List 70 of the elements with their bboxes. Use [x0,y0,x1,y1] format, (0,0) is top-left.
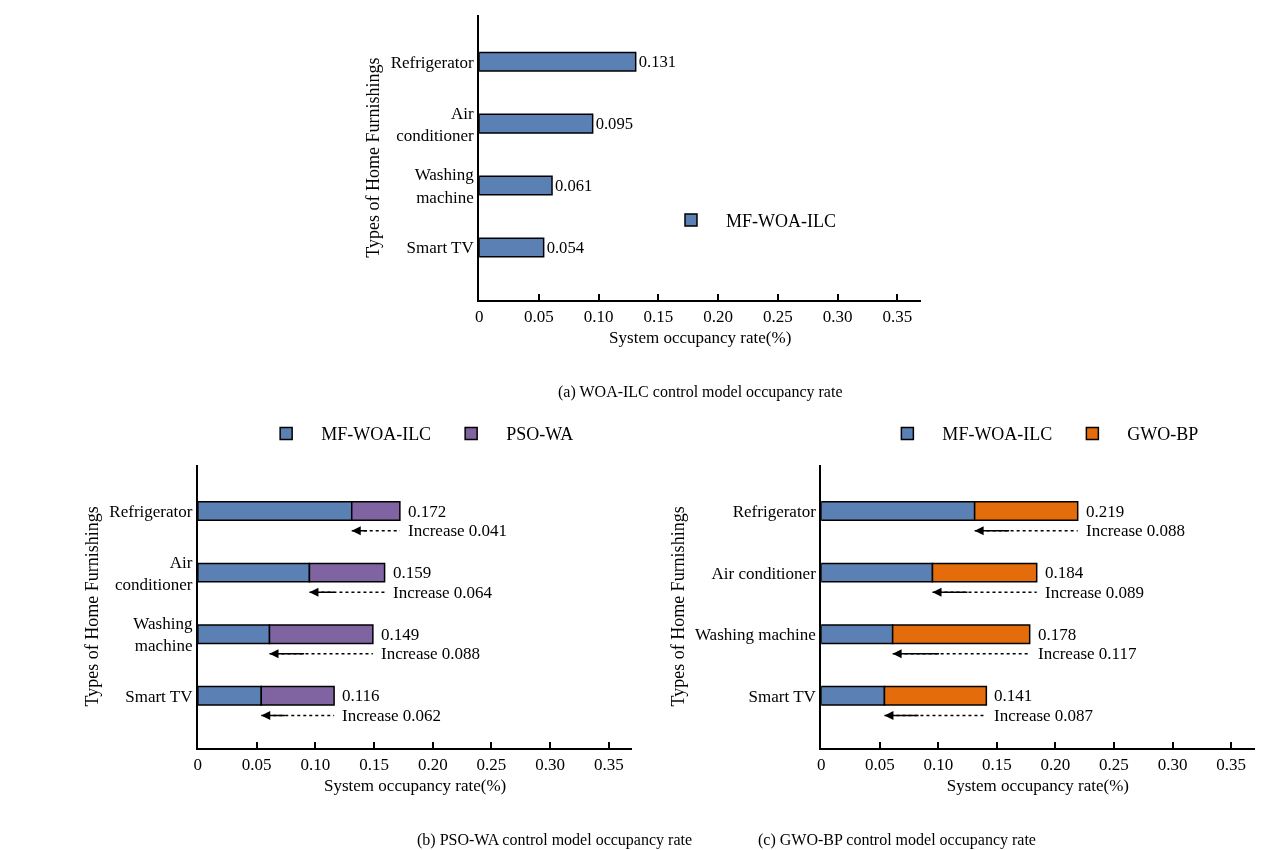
x-tick-label: 0.35 [594,755,624,775]
y-axis-title: Types of Home Furnishings [82,506,103,707]
annotation: Increase 0.117 [1038,644,1137,663]
text: (b) PSO-WA control model occupancy rate [417,831,693,849]
y-tick-label: Air conditioner [115,552,193,594]
y-tick-label: Refrigerator [390,52,475,72]
total-label: 0.172 [408,502,447,521]
total-label: 0.149 [381,625,420,644]
x-tick-label: 0.35 [1216,755,1246,775]
x-tick-label: 0 [474,307,484,327]
x-tick-label: 0.35 [882,307,913,327]
legend-label: PSO-WA [506,424,574,445]
x-tick-label: 0.15 [359,755,389,775]
y-tick-label: Smart TV [125,686,194,706]
annotation: Increase 0.041 [408,521,508,540]
legend-label: MF-WOA-ILC [321,424,432,445]
annotation: Increase 0.087 [994,706,1094,725]
x-tick-label: 0.25 [763,307,793,327]
total-label: 0.159 [393,563,432,582]
x-tick-label: 0.30 [535,755,566,775]
y-tick-label: Air conditioner [711,563,817,583]
x-tick-label: 0.25 [1099,755,1129,775]
y-axis-title: Types of Home Furnishings [667,506,688,707]
text: (c) GWO-BP control model occupancy rate [758,831,1036,849]
x-tick-label: 0.15 [982,755,1012,775]
data-label: 0.061 [555,175,593,195]
x-tick-label: 0.30 [1157,755,1188,775]
x-tick-label: 0 [193,755,203,775]
x-axis-title: System occupancy rate(%) [946,776,1129,796]
x-tick-label: 0.20 [417,755,448,775]
data-label: 0.131 [638,52,677,72]
annotation: Increase 0.062 [342,706,442,725]
annotation: Increase 0.088 [381,644,481,663]
x-tick-label: 0.25 [476,755,507,775]
text: (a) WOA-ILC control model occupancy rate [558,383,843,401]
y-tick-label: Smart TV [748,686,817,706]
total-label: 0.116 [342,686,380,705]
x-tick-label: 0.05 [241,755,272,775]
x-tick-label: 0.20 [1040,755,1071,775]
x-tick-label: 0.30 [822,307,853,327]
x-tick-label: 0.05 [524,307,554,327]
x-tick-label: 0.20 [703,307,734,327]
x-tick-label: 0.10 [583,307,614,327]
total-label: 0.219 [1086,502,1125,521]
y-tick-label: Washing machine [414,165,475,207]
x-tick-label: 0.10 [300,755,331,775]
annotation: Increase 0.088 [1086,521,1186,540]
legend-label: GWO-BP [1127,424,1199,445]
annotation: Increase 0.089 [1045,583,1145,602]
total-label: 0.141 [994,686,1033,705]
x-tick-label: 0.05 [864,755,895,775]
total-label: 0.184 [1045,563,1084,582]
data-label: 0.054 [546,237,585,257]
y-tick-label: Smart TV [406,238,475,258]
x-tick-label: 0.15 [643,307,674,327]
y-tick-label: Washing machine [694,625,816,645]
x-tick-label: 0 [816,755,826,775]
y-tick-label: Refrigerator [109,502,193,522]
x-tick-label: 0.10 [923,755,954,775]
legend-label: MF-WOA-ILC [942,424,1053,445]
x-axis-title: System occupancy rate(%) [324,776,507,796]
x-axis-title: System occupancy rate(%) [609,328,792,348]
y-axis-title: Types of Home Furnishings [363,57,384,258]
total-label: 0.178 [1038,625,1077,644]
y-tick-label: Washing machine [133,614,193,656]
y-tick-label: Refrigerator [732,502,817,522]
legend-label: MF-WOA-ILC [726,211,836,232]
y-tick-label: Air conditioner [396,103,475,145]
data-label: 0.095 [595,114,634,133]
annotation: Increase 0.064 [393,583,493,602]
